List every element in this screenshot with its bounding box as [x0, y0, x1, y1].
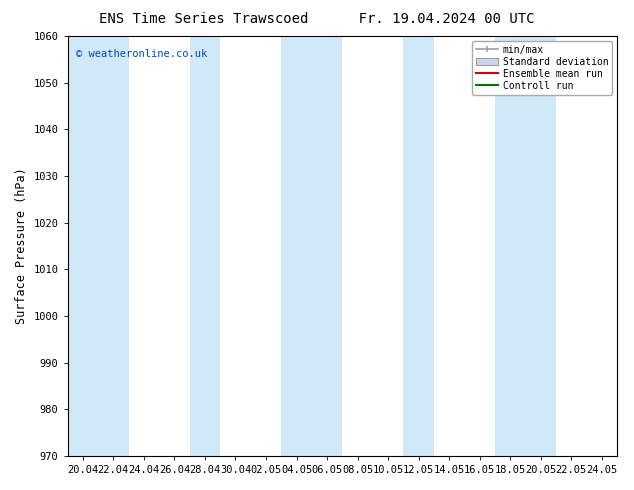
Bar: [495, 36, 526, 456]
Bar: [312, 36, 342, 456]
Legend: min/max, Standard deviation, Ensemble mean run, Controll run: min/max, Standard deviation, Ensemble me…: [472, 41, 612, 95]
Bar: [98, 36, 129, 456]
Bar: [190, 36, 220, 456]
Y-axis label: Surface Pressure (hPa): Surface Pressure (hPa): [15, 168, 28, 324]
Text: ENS Time Series Trawscoed      Fr. 19.04.2024 00 UTC: ENS Time Series Trawscoed Fr. 19.04.2024…: [100, 12, 534, 26]
Bar: [68, 36, 98, 456]
Bar: [526, 36, 556, 456]
Bar: [281, 36, 312, 456]
Bar: [403, 36, 434, 456]
Text: © weatheronline.co.uk: © weatheronline.co.uk: [76, 49, 207, 59]
